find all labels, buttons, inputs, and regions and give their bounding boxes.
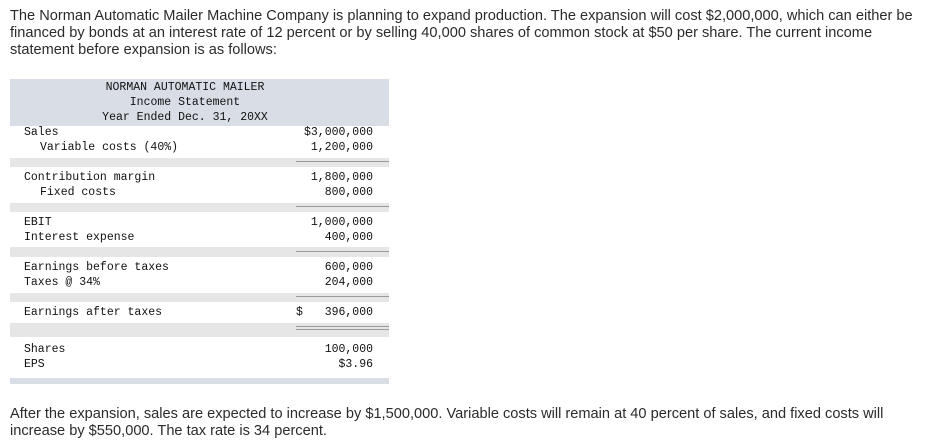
- separator-band: [10, 323, 389, 337]
- row-value-earnings-after-taxes: 396,000: [324, 306, 373, 319]
- subtotal-rule: [296, 296, 389, 297]
- company-name: NORMAN AUTOMATIC MAILER: [105, 81, 265, 94]
- subtotal-rule: [296, 251, 389, 252]
- intro-paragraph: The Norman Automatic Mailer Machine Comp…: [10, 8, 913, 58]
- double-rule: [296, 326, 389, 327]
- subtotal-rule: [296, 161, 389, 162]
- row-value-contribution-margin: 1,800,000: [310, 171, 373, 184]
- row-value-variable-costs: 1,200,000: [310, 141, 373, 154]
- row-value-shares: 100,000: [324, 343, 373, 356]
- double-rule: [296, 329, 389, 330]
- row-label-fixed-costs: Fixed costs: [40, 186, 116, 199]
- row-value-eps: $3.96: [338, 358, 373, 371]
- row-label-variable-costs: Variable costs (40%): [40, 141, 179, 154]
- subtotal-rule: [296, 206, 389, 207]
- income-statement-table: NORMAN AUTOMATIC MAILER Income Statement…: [10, 79, 389, 384]
- separator-band: [10, 158, 389, 167]
- outro-paragraph: After the expansion, sales are expected …: [10, 406, 884, 439]
- row-label-taxes: Taxes @ 34%: [24, 276, 100, 289]
- currency-symbol: $: [296, 306, 303, 319]
- row-label-sales: Sales: [24, 126, 59, 139]
- separator-band: [10, 247, 389, 257]
- row-value-fixed-costs: 800,000: [324, 186, 373, 199]
- statement-title: Income Statement: [129, 96, 241, 109]
- statement-footer-bar: [10, 378, 389, 384]
- row-value-earnings-before-taxes: 600,000: [324, 261, 373, 274]
- row-label-eps: EPS: [24, 358, 45, 371]
- row-value-sales: $3,000,000: [303, 126, 373, 139]
- row-value-interest-expense: 400,000: [324, 231, 373, 244]
- row-label-contribution-margin: Contribution margin: [24, 171, 156, 184]
- row-label-interest-expense: Interest expense: [24, 231, 135, 244]
- row-label-earnings-before-taxes: Earnings before taxes: [24, 261, 169, 274]
- row-label-ebit: EBIT: [24, 216, 52, 229]
- statement-period: Year Ended Dec. 31, 20XX: [102, 111, 268, 124]
- statement-header: NORMAN AUTOMATIC MAILER Income Statement…: [10, 79, 389, 126]
- row-value-ebit: 1,000,000: [310, 216, 373, 229]
- row-value-taxes: 204,000: [324, 276, 373, 289]
- separator-band: [10, 293, 389, 302]
- row-label-shares: Shares: [24, 343, 66, 356]
- separator-band: [10, 203, 389, 212]
- row-label-earnings-after-taxes: Earnings after taxes: [24, 306, 163, 319]
